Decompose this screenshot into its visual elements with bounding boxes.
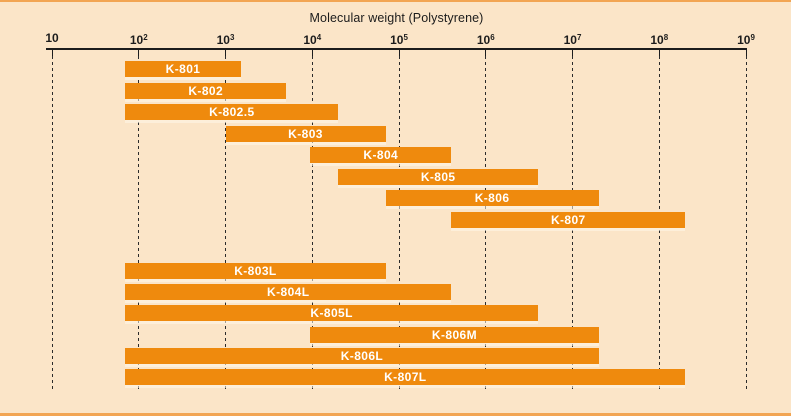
range-bar-k-807: K-807 [451, 211, 686, 228]
axis-tick-label: 104 [303, 33, 322, 47]
range-bar-k-805: K-805 [338, 168, 538, 185]
axis-tick-mark [51, 50, 53, 56]
decade-gridline [398, 56, 400, 392]
axis-tick-mark [311, 50, 313, 56]
axis-tick-mark [745, 50, 747, 56]
axis-tick-mark [485, 50, 487, 56]
bar-label: K-807 [550, 212, 586, 227]
decade-gridline [51, 56, 53, 392]
range-bar-k-806l: K-806L [125, 347, 599, 364]
range-bar-k-802: K-802 [125, 82, 287, 99]
bar-label: K-805L [310, 306, 353, 321]
axis-tick-label: 105 [390, 33, 408, 47]
bar-label: K-801 [165, 62, 201, 76]
bar-label: K-803L [234, 264, 277, 278]
axis-tick-mark [138, 50, 140, 56]
axis-tick-label: 102 [129, 33, 148, 47]
bar-label: K-805 [420, 169, 456, 184]
axis-tick-label: 107 [563, 33, 582, 47]
axis-tick-label: 108 [650, 33, 669, 47]
bar-label: K-806M [431, 327, 477, 342]
chart-title: Molecular weight (Polystyrene) [309, 11, 484, 25]
bar-label: K-804L [267, 285, 310, 300]
axis-tick-mark [398, 50, 400, 56]
axis-tick-label: 103 [216, 33, 235, 47]
decade-gridline [225, 56, 226, 392]
bar-label: K-802.5 [209, 105, 255, 119]
range-bar-k-803: K-803 [225, 125, 386, 142]
bar-label: K-802 [188, 83, 224, 98]
decade-gridline [138, 56, 140, 392]
bar-label: K-807L [384, 370, 427, 384]
decade-gridline [745, 56, 747, 392]
range-bar-k-802.5: K-802.5 [125, 104, 339, 120]
axis-tick-label: 106 [476, 33, 495, 47]
range-bar-k-804l: K-804L [125, 284, 452, 301]
axis-tick-mark [658, 50, 660, 56]
bar-label: K-804 [363, 148, 399, 162]
range-bar-k-806: K-806 [385, 190, 599, 206]
axis-tick-label: 10 [45, 31, 59, 45]
axis-tick-mark [572, 50, 573, 56]
range-bar-k-806m: K-806M [310, 326, 599, 343]
bar-label: K-803 [288, 126, 323, 141]
bar-label: K-806 [474, 191, 510, 205]
range-bar-k-804: K-804 [310, 147, 452, 163]
range-bar-k-807l: K-807L [125, 369, 686, 385]
range-bar-k-801: K-801 [125, 61, 241, 77]
bar-label: K-806L [340, 348, 384, 363]
range-bar-k-805l: K-805L [125, 305, 538, 322]
decade-gridline [311, 56, 313, 392]
axis-tick-mark [225, 50, 226, 56]
bottom-rule [0, 413, 791, 416]
axis-tick-label: 109 [737, 33, 755, 47]
range-bar-k-803l: K-803L [125, 263, 386, 279]
top-rule [0, 0, 791, 2]
x-axis-line [46, 48, 747, 50]
